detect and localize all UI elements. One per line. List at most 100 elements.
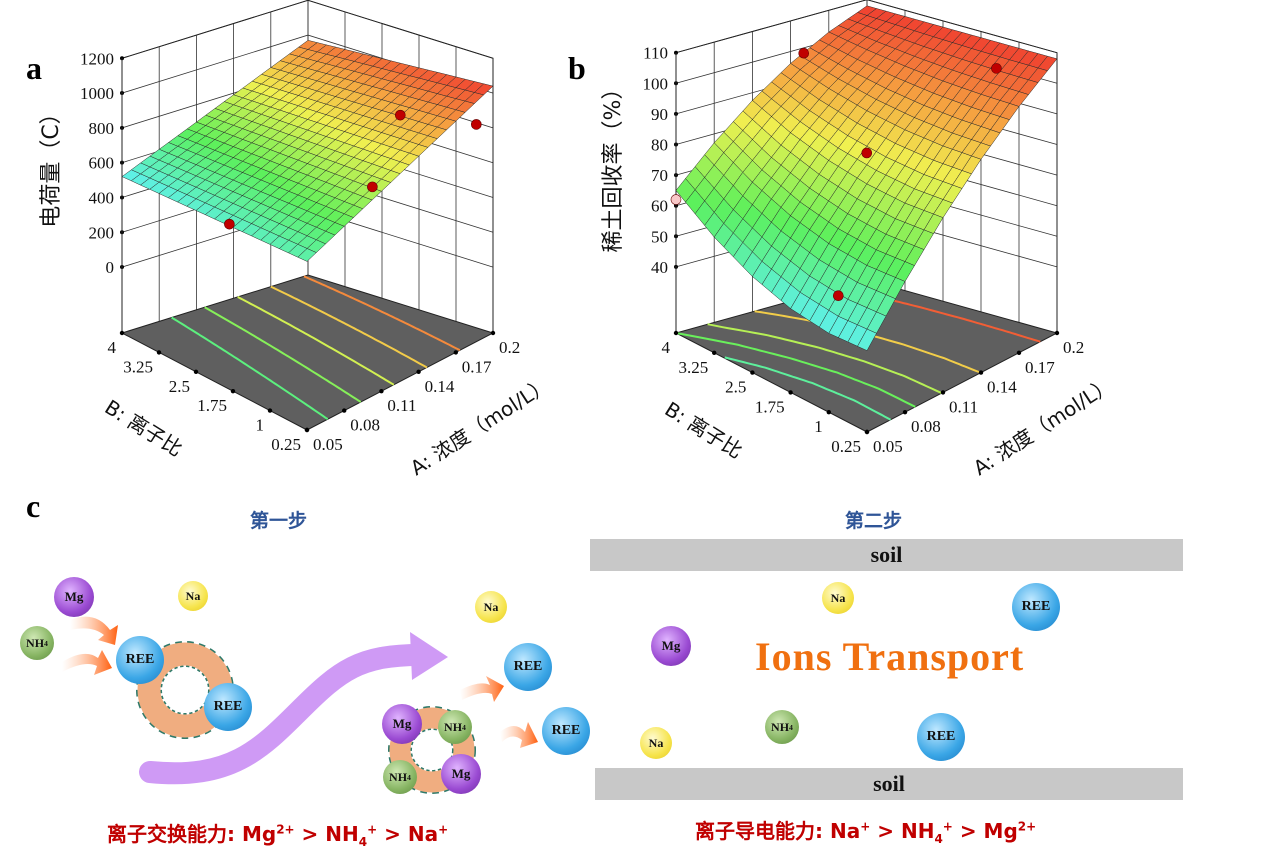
design-point [394,109,406,121]
a-tick-mark [490,330,496,336]
ion-nh4: NH 4 [20,626,54,660]
ion-nh4: NH 4 [765,710,799,744]
surface-patch [297,248,317,262]
ion-nh4: NH 4 [438,710,472,744]
b-tick-label: 1.75 [197,396,227,415]
ion-ree: REE [116,636,164,684]
exchange-arrow-icon [62,616,538,748]
b-tick-mark [826,410,831,415]
z-tick-label: 600 [89,154,115,173]
step-2-title: 第二步 [845,510,903,532]
a-tick-label: 0.11 [387,396,416,415]
soil-layer-bottom: soil [595,768,1183,800]
a-tick-mark [1016,350,1022,355]
a-tick-mark [902,410,908,415]
z-tick-label: 100 [643,74,669,93]
z-tick-label: 80 [651,136,668,155]
b-tick-mark [119,330,125,336]
b-tick-mark [788,390,793,395]
z-tick-label: 200 [89,223,115,242]
a-tick-label: 0.14 [987,378,1017,397]
ion-na: Na [475,591,507,623]
plot-a-b-axis-title: B: 离子比 [101,395,187,461]
contour-line [724,356,892,421]
design-point [670,194,682,205]
ion-diagram-graphics [62,616,538,794]
z-tick-label: 40 [651,258,668,277]
plot-b-b-axis-title: B: 离子比 [661,397,747,463]
a-tick-mark [1054,330,1060,336]
design-point [991,63,1002,74]
b-tick-mark [230,389,236,394]
floor-plane [120,274,495,431]
design-point [798,47,810,59]
conductivity-caption: 离子导电能力: Na+ > NH4+ > Mg2+ [695,819,1037,846]
contour-line [303,275,461,352]
plot-b-z-axis-title: 稀土回收率（%） [601,78,626,253]
panel-label-b: b [568,50,586,86]
a-tick-mark [453,350,458,355]
panel-label-c: c [26,488,41,524]
contour-line [270,285,428,369]
b-tick-label: 1 [814,417,823,436]
ion-ree: REE [917,713,965,761]
z-tick-label: 90 [651,105,668,124]
soil-label-top: soil [870,542,903,567]
b-tick-mark [712,350,717,355]
b-tick-label: 0.25 [831,437,861,456]
a-tick-label: 0.17 [1025,358,1055,377]
contour-line [204,306,362,403]
contour-line [707,323,943,395]
ion-ree: REE [1012,583,1060,631]
b-tick-mark [673,330,679,336]
design-point [470,119,482,130]
b-tick-label: 3.25 [123,357,153,376]
b-tick-mark [267,408,273,413]
design-point [861,147,873,159]
a-tick-mark [379,389,384,394]
ion-ree: REE [504,643,552,691]
ion-nh4: NH 4 [383,760,417,794]
a-tick-label: 0.11 [949,397,978,416]
ion-mg: Mg [441,754,481,794]
a-tick-label: 0.17 [462,357,492,376]
a-tick-mark [940,390,946,395]
z-tick-label: 1200 [80,49,114,68]
a-tick-mark [978,370,984,375]
ions-transport-title: Ions Transport [755,634,1025,679]
soil-particle-2 [388,706,476,794]
b-tick-label: 0.25 [271,435,301,454]
z-tick-label: 800 [89,119,115,138]
a-tick-mark [304,427,310,433]
b-tick-mark [193,369,199,374]
a-tick-mark [342,408,347,413]
b-tick-label: 1.75 [755,397,785,416]
ion-mg: Mg [382,704,422,744]
a-tick-label: 0.08 [911,417,941,436]
ion-ree: REE [542,707,590,755]
z-tick-label: 0 [106,258,115,277]
a-tick-mark [864,429,870,435]
ion-mg: Mg [651,626,691,666]
design-point [224,218,235,230]
plot-a-z-axis-title: 电荷量（C） [39,102,64,227]
step-1-title: 第一步 [250,510,308,532]
a-tick-label: 0.2 [499,338,520,357]
z-tick-label: 70 [651,166,668,185]
ion-na: Na [640,727,672,759]
soil-label-bottom: soil [873,771,905,796]
z-tick-label: 50 [651,227,668,246]
b-tick-label: 1 [256,416,265,435]
surface-plots: 0 200 400 600 800 1000 1200 0.25 1 1.75 2.5 3.25 4 0.… [39,0,1117,480]
ion-na: Na [178,581,208,611]
b-tick-label: 3.25 [678,358,708,377]
panel-label-a: a [26,50,42,86]
design-point [833,290,844,302]
b-tick-label: 2.5 [725,378,746,397]
z-tick-label: 400 [89,188,115,207]
plot-b-recovery-surface: 40 50 60 70 80 90 100 110 0.25 1 1.75 2.5 3.25 4 0.05 0… [643,0,1084,456]
z-tick-label: 1000 [80,84,114,103]
ion-na: Na [822,582,854,614]
contour-line [237,296,395,386]
z-tick-label: 110 [643,44,668,63]
